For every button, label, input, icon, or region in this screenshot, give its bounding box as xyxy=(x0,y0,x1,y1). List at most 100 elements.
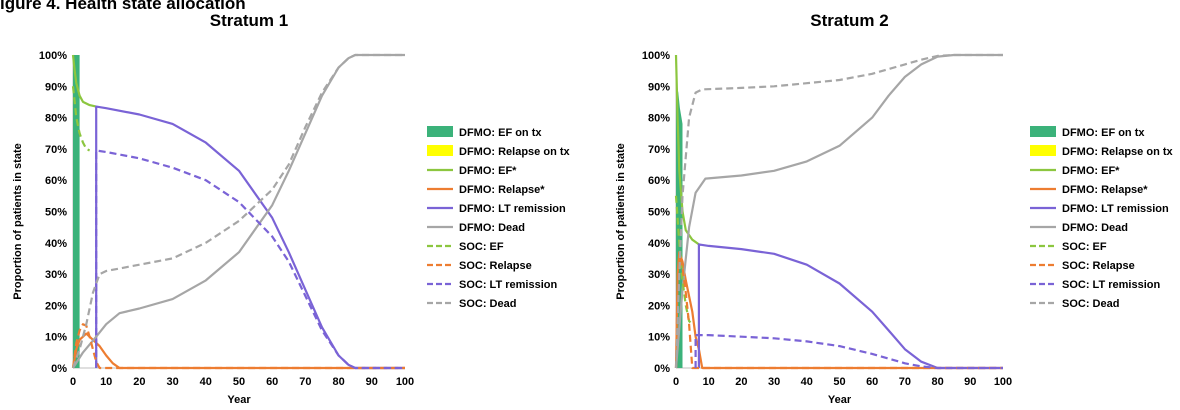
legend-label: DFMO: Dead xyxy=(1062,222,1128,234)
x-tick-label: 20 xyxy=(735,376,747,388)
series-dfmo-dead-line xyxy=(674,53,1003,369)
x-tick-label: 0 xyxy=(673,376,679,388)
legend-label: DFMO: EF* xyxy=(1062,165,1120,177)
legend-item: DFMO: EF on tx xyxy=(427,126,542,139)
series-dfmo-relapse-line xyxy=(71,332,405,370)
legend-label: SOC: Relapse xyxy=(459,260,532,272)
y-tick-label: 50% xyxy=(648,207,670,219)
x-tick-label: 40 xyxy=(801,376,813,388)
legend-item: DFMO: EF* xyxy=(1030,165,1120,177)
y-tick-label: 0% xyxy=(51,363,67,375)
y-tick-label: 60% xyxy=(45,175,67,187)
y-tick-label: 20% xyxy=(45,300,67,312)
legend-label: SOC: Relapse xyxy=(1062,260,1135,272)
series-dfmo-ef-line xyxy=(71,54,97,108)
legend-label: SOC: LT remission xyxy=(459,279,557,291)
legend-label: SOC: EF xyxy=(1062,241,1107,253)
y-tick-label: 80% xyxy=(648,113,670,125)
legend-item: SOC: Relapse xyxy=(427,260,532,272)
x-tick-label: 80 xyxy=(332,376,344,388)
legend-label: DFMO: Dead xyxy=(459,222,525,234)
legend-label: DFMO: Relapse on tx xyxy=(1062,146,1174,158)
legend-item: SOC: Relapse xyxy=(1030,260,1135,272)
x-tick-label: 40 xyxy=(200,376,212,388)
x-tick-label: 60 xyxy=(866,376,878,388)
legend-item: DFMO: Relapse on tx xyxy=(427,145,571,158)
y-tick-label: 50% xyxy=(45,207,67,219)
stratum-1-chart: Stratum 1 0% 10% 20% 30% 40% 50% 60% 70% 80% 90% 10… xyxy=(12,11,571,406)
legend-item: DFMO: LT remission xyxy=(1030,203,1169,215)
legend: DFMO: EF on tx DFMO: Relapse on tx DFMO: E… xyxy=(427,126,571,310)
legend-item: SOC: LT remission xyxy=(1030,279,1160,291)
legend-label: DFMO: EF* xyxy=(459,165,517,177)
legend-item: DFMO: Relapse* xyxy=(1030,184,1148,196)
y-axis-label: Proportion of patients in state xyxy=(12,143,24,299)
series-dfmo-relapse-line xyxy=(674,251,1003,370)
x-tick-label: 10 xyxy=(703,376,715,388)
legend-item: SOC: LT remission xyxy=(427,279,557,291)
y-tick-label: 40% xyxy=(648,238,670,250)
legend-item: SOC: EF xyxy=(1030,241,1107,253)
legend-item: DFMO: EF on tx xyxy=(1030,126,1145,139)
y-tick-label: 60% xyxy=(648,175,670,187)
y-tick-label: 70% xyxy=(45,144,67,156)
legend: DFMO: EF on tx DFMO: Relapse on tx DFMO: E… xyxy=(1030,126,1174,310)
legend-label: DFMO: Relapse* xyxy=(1062,184,1148,196)
x-tick-label: 70 xyxy=(299,376,311,388)
x-tick-label: 30 xyxy=(166,376,178,388)
y-tick-label: 100% xyxy=(39,50,67,62)
stratum-2-chart: Stratum 2 0% 10% 20% 30% 40% 50% 60% 70% 80% 90% 10… xyxy=(615,11,1174,406)
y-tick-label: 20% xyxy=(648,300,670,312)
x-tick-label: 70 xyxy=(899,376,911,388)
x-tick-label: 10 xyxy=(100,376,112,388)
legend-swatch xyxy=(1030,126,1056,137)
legend-label: SOC: EF xyxy=(459,241,504,253)
y-tick-label: 90% xyxy=(648,81,670,93)
chart-title: Stratum 2 xyxy=(810,11,888,30)
y-tick-label: 30% xyxy=(648,269,670,281)
legend-item: SOC: Dead xyxy=(427,298,516,310)
y-tick-label: 80% xyxy=(45,113,67,125)
series-soc-lt-remission-line xyxy=(95,149,405,370)
series-soc-ef-line xyxy=(674,195,694,325)
y-tick-label: 90% xyxy=(45,81,67,93)
chart-title: Stratum 1 xyxy=(210,11,288,30)
y-tick-label: 10% xyxy=(45,332,67,344)
x-tick-label: 80 xyxy=(931,376,943,388)
y-tick-label: 10% xyxy=(648,332,670,344)
y-tick-label: 40% xyxy=(45,238,67,250)
x-tick-label: 30 xyxy=(768,376,780,388)
y-tick-label: 70% xyxy=(648,144,670,156)
x-tick-label: 90 xyxy=(366,376,378,388)
legend-label: DFMO: EF on tx xyxy=(1062,127,1145,139)
x-axis-label: Year xyxy=(828,394,852,406)
legend-label: SOC: Dead xyxy=(459,298,516,310)
plot-area xyxy=(674,53,1003,370)
series-dfmo-lt-remission-line xyxy=(697,243,1003,370)
series-soc-relapse-line xyxy=(674,257,1003,370)
legend-label: DFMO: Relapse* xyxy=(459,184,545,196)
y-tick-label: 30% xyxy=(45,269,67,281)
x-axis-label: Year xyxy=(227,394,251,406)
series-dfmo-ef-on-tx-area xyxy=(73,55,80,368)
legend-item: DFMO: Relapse on tx xyxy=(1030,145,1174,158)
x-tick-label: 0 xyxy=(70,376,76,388)
series-dfmo-dead-line xyxy=(72,53,405,369)
legend-label: DFMO: LT remission xyxy=(459,203,566,215)
series-soc-relapse-line xyxy=(71,323,405,370)
plot-area xyxy=(71,53,405,370)
legend-label: DFMO: EF on tx xyxy=(459,127,542,139)
series-soc-dead-line xyxy=(674,53,1003,369)
x-tick-label: 100 xyxy=(994,376,1012,388)
legend-item: DFMO: LT remission xyxy=(427,203,566,215)
x-tick-label: 90 xyxy=(964,376,976,388)
x-tick-label: 60 xyxy=(266,376,278,388)
legend-item: DFMO: Relapse* xyxy=(427,184,545,196)
series-soc-ef-line xyxy=(71,86,91,152)
series-soc-dead-line xyxy=(71,53,405,369)
legend-item: SOC: EF xyxy=(427,241,504,253)
series-soc-lt-remission-line xyxy=(694,334,1003,370)
legend-item: DFMO: Dead xyxy=(427,222,525,234)
x-tick-label: 50 xyxy=(233,376,245,388)
legend-label: SOC: Dead xyxy=(1062,298,1119,310)
